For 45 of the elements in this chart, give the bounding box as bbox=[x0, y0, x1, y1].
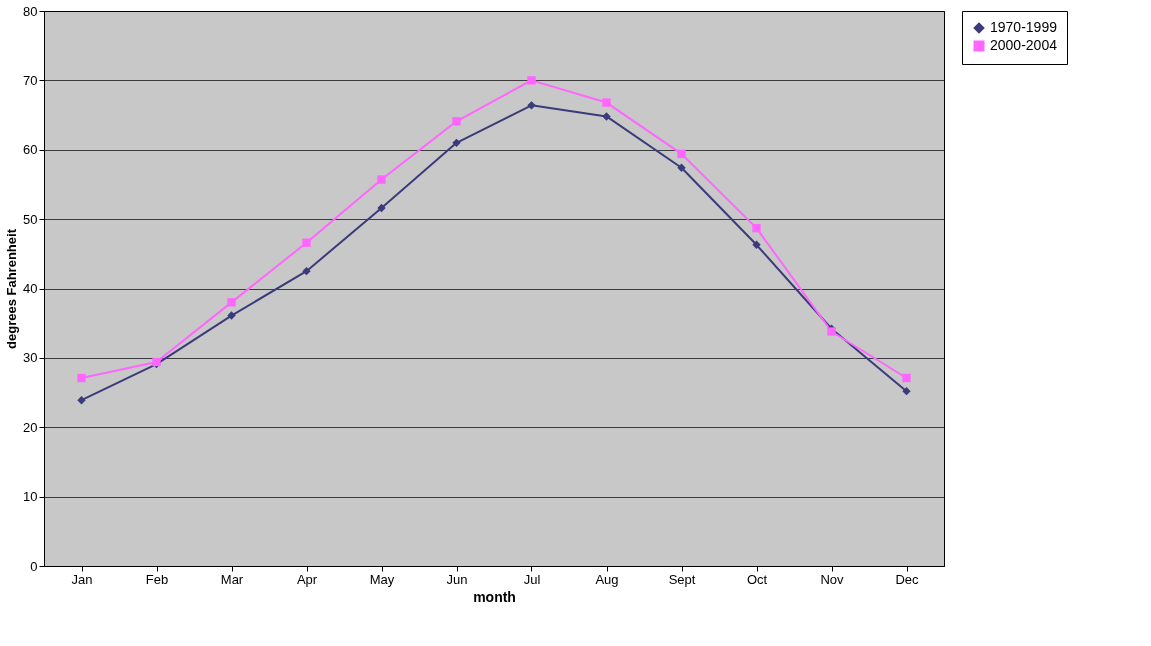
point bbox=[227, 298, 236, 307]
x-tick-label: Oct bbox=[746, 571, 768, 587]
point bbox=[452, 138, 461, 147]
point bbox=[602, 98, 611, 107]
x-tick-label: Feb bbox=[145, 571, 169, 587]
point bbox=[677, 163, 686, 172]
x-tick-label: Aug bbox=[595, 571, 619, 587]
legend-label: 1970-1999 bbox=[990, 19, 1058, 35]
point bbox=[302, 266, 311, 276]
point bbox=[902, 386, 911, 396]
point bbox=[902, 373, 911, 383]
point bbox=[677, 149, 686, 159]
point bbox=[602, 112, 611, 121]
y-tick-label: 40 bbox=[23, 281, 38, 296]
y-tick-label: 0 bbox=[30, 558, 38, 574]
y-tick-label: 70 bbox=[23, 72, 38, 88]
point bbox=[527, 76, 536, 85]
x-tick-label: Apr bbox=[296, 571, 318, 587]
point bbox=[752, 223, 761, 233]
y-axis-title: degrees Fahrenheit bbox=[4, 228, 20, 349]
point bbox=[377, 175, 386, 184]
y-tick-label: 60 bbox=[23, 142, 38, 158]
y-tick-label: 50 bbox=[23, 211, 38, 227]
x-axis-title: month bbox=[473, 588, 516, 605]
point bbox=[452, 117, 461, 126]
legend-label: 2000-2004 bbox=[990, 37, 1058, 53]
point bbox=[527, 101, 536, 110]
point bbox=[377, 203, 386, 213]
x-tick-label: Nov bbox=[820, 571, 845, 587]
x-tick-label: Jul bbox=[523, 571, 541, 587]
x-tick-label: May bbox=[369, 571, 395, 587]
point bbox=[77, 396, 86, 405]
point bbox=[752, 240, 761, 249]
point bbox=[227, 311, 236, 320]
point bbox=[77, 373, 86, 383]
y-tick-label: 30 bbox=[23, 350, 38, 366]
y-tick-label: 20 bbox=[23, 419, 38, 435]
x-tick-label: Sept bbox=[668, 571, 696, 587]
y-tick-label: 80 bbox=[23, 3, 38, 19]
y-tick-label: 10 bbox=[23, 489, 38, 505]
x-tick-label: Dec bbox=[895, 571, 920, 587]
x-tick-label: Mar bbox=[220, 571, 244, 587]
x-tick-label: Jan bbox=[71, 571, 93, 587]
point bbox=[302, 238, 311, 247]
x-tick-label: Jun bbox=[446, 571, 468, 587]
